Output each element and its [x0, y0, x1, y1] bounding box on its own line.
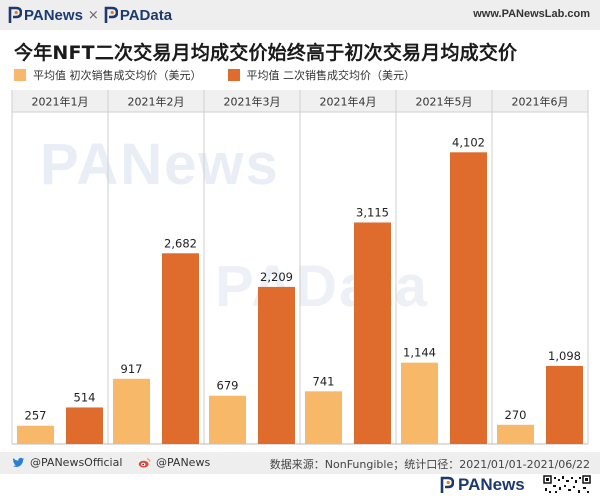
bar-initial: [113, 378, 150, 444]
twitter-icon: [12, 457, 25, 467]
legend-swatch-secondary: [227, 69, 240, 81]
weibo-icon: [138, 458, 151, 468]
bottom-logo-text: PANews: [458, 475, 525, 494]
data-label: 679: [217, 379, 239, 393]
brand-logo: PANews × PAData: [8, 5, 172, 25]
watermark-panews: PANews: [40, 132, 280, 197]
bar-secondary: [162, 253, 199, 444]
weibo-handle[interactable]: @PANews: [138, 456, 210, 469]
bar-secondary: [450, 152, 487, 444]
data-label: 2,682: [164, 236, 197, 250]
data-label: 1,144: [403, 346, 436, 360]
bottom-logo: PANews: [440, 474, 525, 496]
brand-panews: PANews: [24, 6, 83, 24]
bar-initial: [305, 391, 342, 444]
brand-padata: PAData: [119, 6, 173, 24]
data-label: 514: [74, 390, 96, 404]
weibo-label: @PANews: [156, 456, 211, 469]
legend-item-initial: 平均值 初次销售成交均价（美元）: [14, 67, 202, 83]
header-band: PANews × PAData www.PANewsLab.com: [0, 0, 600, 30]
bar-secondary: [354, 222, 391, 444]
data-source: 数据来源：NonFungible；统计口径：2021/01/01-2021/06…: [269, 458, 590, 471]
category-label: 2021年6月: [512, 95, 569, 109]
panews-logo-icon: [8, 6, 22, 23]
data-label: 741: [313, 374, 335, 388]
site-url[interactable]: www.PANewsLab.com: [473, 8, 590, 20]
category-label: 2021年5月: [416, 95, 473, 109]
padata-logo-icon: [104, 6, 118, 23]
legend-swatch-initial: [14, 69, 26, 81]
data-label: 917: [121, 362, 143, 376]
data-label: 257: [25, 409, 47, 423]
legend-label-secondary: 平均值 二次销售成交均价（美元）: [246, 69, 416, 82]
data-label: 1,098: [548, 349, 581, 363]
data-label: 4,102: [452, 135, 485, 149]
chart-legend: 平均值 初次销售成交均价（美元） 平均值 二次销售成交均价（美元）: [14, 67, 441, 83]
category-label: 2021年2月: [128, 95, 185, 109]
twitter-label: @PANewsOfficial: [30, 456, 123, 469]
category-label: 2021年1月: [32, 95, 89, 109]
data-label: 3,115: [356, 205, 389, 219]
bar-initial: [209, 395, 246, 444]
bar-secondary: [66, 407, 103, 444]
panews-logo-icon: [440, 476, 454, 493]
bar-secondary: [546, 365, 583, 444]
bar-initial: [401, 362, 438, 444]
category-label: 2021年4月: [320, 95, 377, 109]
data-label: 2,209: [260, 270, 293, 284]
brand-separator: ×: [87, 7, 99, 23]
bar-chart: PANews PAData 2021年1月 2021年2月 2021年3月 2021年4月…: [11, 90, 589, 445]
bar-initial: [17, 425, 54, 444]
legend-item-secondary: 平均值 二次销售成交均价（美元）: [227, 67, 416, 83]
data-label: 270: [505, 408, 527, 422]
watermark-padata: PAData: [215, 254, 429, 319]
twitter-handle[interactable]: @PANewsOfficial: [12, 456, 122, 469]
qr-code-icon[interactable]: [543, 475, 591, 495]
footer-band: @PANewsOfficial @PANews 数据来源：NonFungible…: [0, 452, 600, 474]
bar-initial: [497, 424, 534, 444]
bar-secondary: [258, 286, 295, 444]
legend-label-initial: 平均值 初次销售成交均价（美元）: [33, 69, 202, 82]
chart-title: 今年NFT二次交易月均成交价始终高于初次交易月均成交价: [14, 42, 518, 64]
category-label: 2021年3月: [224, 95, 281, 109]
